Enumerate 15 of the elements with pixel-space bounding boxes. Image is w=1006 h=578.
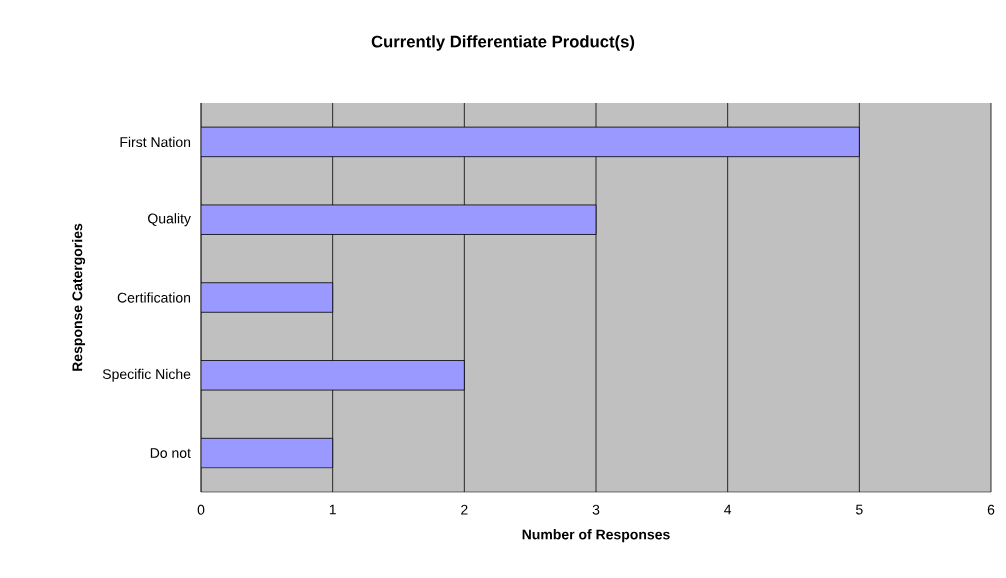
- x-tick-label: 3: [592, 504, 600, 515]
- x-tick-label: 4: [724, 504, 732, 515]
- y-tick-label: Specific Niche: [102, 368, 191, 382]
- y-tick-label: Do not: [150, 448, 191, 458]
- x-tick-label: 1: [329, 504, 336, 515]
- x-tick-label: 0: [197, 504, 205, 515]
- x-tick-label: 2: [461, 504, 468, 515]
- y-axis-title: Response Catergories: [71, 223, 86, 371]
- chart-title: Currently Differentiate Product(s): [371, 35, 635, 51]
- y-tick-label: First Nation: [120, 136, 191, 148]
- x-tick-label: 6: [987, 504, 995, 515]
- y-tick-label: Certification: [117, 292, 191, 303]
- x-axis-title: Number of Responses: [522, 529, 670, 543]
- y-tick-label: Quality: [148, 213, 191, 227]
- x-tick-label: 5: [856, 504, 863, 515]
